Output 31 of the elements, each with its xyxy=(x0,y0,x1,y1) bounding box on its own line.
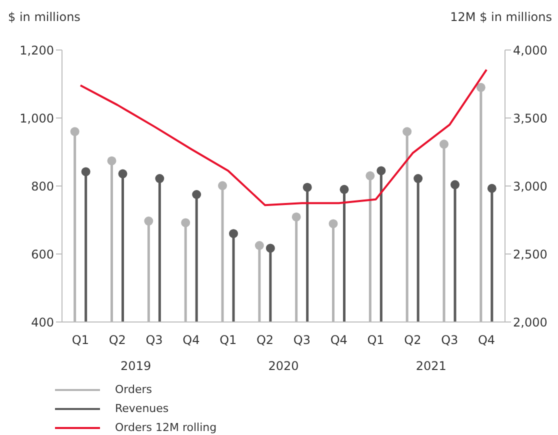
text: 2020 xyxy=(268,359,299,373)
x-tick-label: Q3 xyxy=(293,333,311,347)
x-tick-label: Q4 xyxy=(330,333,348,347)
y2-tick-label: 2,500 xyxy=(513,247,548,262)
x-tick-label: Q3 xyxy=(441,333,458,347)
x-tick-label: Q1 xyxy=(72,333,90,347)
x-tick-label: Q4 xyxy=(182,333,200,347)
legend-label: Orders xyxy=(115,383,152,396)
x-tick-label: Q1 xyxy=(220,333,237,347)
x-tick-label: Q4 xyxy=(478,333,496,347)
x-tick-label: Q2 xyxy=(256,333,274,347)
y2-tick-label: 3,500 xyxy=(513,111,548,126)
legend-label: Revenues xyxy=(115,402,169,415)
y-tick-label: 400 xyxy=(31,315,54,330)
text: 2021 xyxy=(416,359,446,373)
y2-tick-label: 4,000 xyxy=(513,43,548,58)
legend-label: Orders 12M rolling xyxy=(115,421,217,434)
text: 2019 xyxy=(120,359,152,373)
y2-axis-title: 12M $ in millions xyxy=(450,10,552,24)
x-tick-label: Q2 xyxy=(404,333,422,347)
y-tick-label: 600 xyxy=(31,247,54,262)
y-tick-label: 1,000 xyxy=(20,111,54,126)
x-tick-label: Q2 xyxy=(108,333,126,347)
y2-tick-label: 2,000 xyxy=(513,315,548,330)
x-tick-label: Q3 xyxy=(146,333,163,347)
y-axis-title: $ in millions xyxy=(8,10,80,24)
y-tick-label: 800 xyxy=(31,179,54,194)
y-tick-label: 1,200 xyxy=(20,43,54,58)
y2-tick-label: 3,000 xyxy=(513,179,548,194)
x-tick-label: Q1 xyxy=(367,333,384,347)
line-series xyxy=(79,68,488,206)
